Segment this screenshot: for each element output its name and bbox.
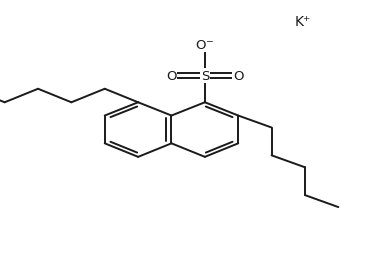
Text: S: S [201,70,209,83]
Text: K⁺: K⁺ [294,15,311,28]
Text: O: O [166,70,177,83]
Text: O: O [233,70,244,83]
Text: O$^{-}$: O$^{-}$ [195,39,215,52]
